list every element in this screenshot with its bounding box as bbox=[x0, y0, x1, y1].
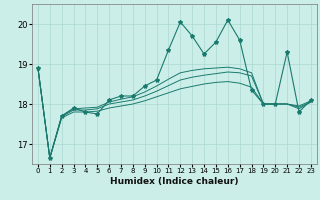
X-axis label: Humidex (Indice chaleur): Humidex (Indice chaleur) bbox=[110, 177, 239, 186]
